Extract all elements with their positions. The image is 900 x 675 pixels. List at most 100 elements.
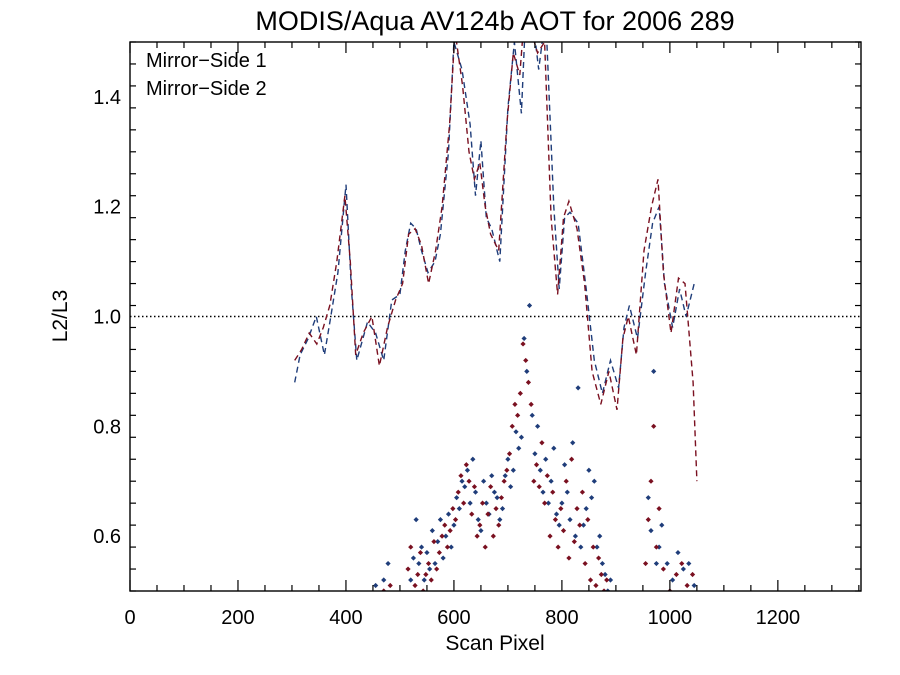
data-point-series-2 <box>412 582 418 589</box>
data-point-series-1 <box>416 560 422 567</box>
data-point-series-2 <box>648 478 654 484</box>
data-point-series-2 <box>512 401 518 407</box>
data-point-series-2 <box>408 544 414 550</box>
data-point-series-1 <box>656 544 662 550</box>
data-point-series-2 <box>563 478 569 484</box>
data-point-series-1 <box>437 517 444 523</box>
data-point-series-2 <box>596 555 602 561</box>
axis-ticks <box>129 41 861 592</box>
x-tick-labels: 0 200 400 600 800 1000 1200 <box>124 607 800 629</box>
data-point-series-1 <box>481 478 487 484</box>
data-point-series-1 <box>454 495 460 501</box>
data-point-series-1 <box>518 434 525 440</box>
data-point-series-1 <box>435 538 441 545</box>
data-point-series-1 <box>429 528 435 534</box>
data-point-series-1 <box>385 560 391 567</box>
data-point-series-1 <box>381 577 387 583</box>
data-point-series-1 <box>421 577 427 583</box>
data-point-series-1 <box>537 467 543 473</box>
y-axis-label: L2/L3 <box>49 290 72 343</box>
data-point-series-1 <box>669 577 676 583</box>
data-point-series-1 <box>462 484 468 490</box>
data-point-series-1 <box>535 423 541 429</box>
data-point-series-1 <box>459 478 465 484</box>
data-point-series-1 <box>691 582 697 589</box>
data-point-series-2 <box>501 478 507 484</box>
data-point-series-2 <box>434 566 440 572</box>
data-point-series-1 <box>424 549 430 556</box>
data-point-series-2 <box>428 577 434 583</box>
data-point-series-2 <box>544 473 550 479</box>
data-point-series-1 <box>578 544 584 550</box>
data-point-series-2 <box>533 462 540 468</box>
data-point-series-1 <box>470 456 476 462</box>
data-point-series-2 <box>653 544 659 550</box>
data-point-series-2 <box>474 533 480 539</box>
data-point-series-2 <box>550 489 556 495</box>
data-point-series-1 <box>597 533 603 539</box>
data-point-series-2 <box>660 566 667 572</box>
data-point-series-2 <box>496 522 502 528</box>
data-point-series-1 <box>524 368 530 374</box>
x-tick-label: 400 <box>329 607 362 629</box>
data-point-series-1 <box>686 560 692 567</box>
data-point-series-1 <box>675 549 681 556</box>
data-point-series-1 <box>664 560 670 567</box>
plot-area <box>130 42 861 591</box>
x-tick-label: 1200 <box>756 607 801 629</box>
data-point-series-2 <box>547 533 553 539</box>
data-point-series-2 <box>579 489 586 495</box>
data-point-series-2 <box>577 522 583 528</box>
data-point-series-1 <box>494 495 500 501</box>
data-point-series-1 <box>516 445 522 451</box>
y-tick-label: 0.8 <box>93 416 121 438</box>
data-point-series-2 <box>455 489 461 495</box>
data-point-series-2 <box>566 555 572 561</box>
data-point-series-2 <box>587 577 594 583</box>
data-point-series-2 <box>482 544 488 550</box>
data-point-series-2 <box>493 506 499 512</box>
data-point-series-1 <box>502 473 508 479</box>
data-point-series-1 <box>521 335 527 342</box>
data-point-series-1 <box>653 560 659 567</box>
data-point-series-1 <box>559 500 565 506</box>
data-point-series-1 <box>586 467 592 473</box>
data-point-series-2 <box>673 571 679 578</box>
data-point-series-1 <box>545 500 552 506</box>
data-point-series-2 <box>555 544 561 550</box>
y-tick-label: 1.4 <box>93 87 121 109</box>
data-point-series-2 <box>405 566 411 572</box>
data-point-series-2 <box>442 522 448 528</box>
data-point-series-2 <box>528 401 534 407</box>
data-point-series-1 <box>448 544 454 550</box>
data-point-series-2 <box>560 528 567 534</box>
data-point-series-1 <box>513 429 519 435</box>
data-point-series-1 <box>418 544 425 550</box>
data-point-series-1 <box>591 478 597 484</box>
data-point-series-1 <box>570 440 576 446</box>
x-tick-label: 200 <box>221 607 254 629</box>
data-point-series-2 <box>517 390 523 396</box>
data-point-series-1 <box>562 462 568 468</box>
data-point-series-1 <box>467 500 473 506</box>
data-point-series-2 <box>498 495 505 501</box>
y-tick-label: 1.0 <box>93 307 121 329</box>
data-point-series-1 <box>443 533 449 539</box>
data-point-series-2 <box>463 462 469 468</box>
data-point-series-1 <box>491 489 498 495</box>
data-point-series-2 <box>574 506 580 512</box>
data-point-series-2 <box>656 506 662 512</box>
data-point-series-1 <box>510 467 516 473</box>
data-point-series-2 <box>488 484 494 490</box>
data-point-series-2 <box>689 571 696 578</box>
data-point-series-2 <box>415 571 421 578</box>
data-point-series-1 <box>594 544 600 550</box>
chart-title: MODIS/Aqua AV124b AOT for 2006 289 <box>255 6 734 36</box>
x-tick-label: 0 <box>124 607 135 629</box>
data-point-series-2 <box>515 412 521 418</box>
data-point-series-1 <box>464 467 471 473</box>
data-point-series-1 <box>472 489 479 495</box>
data-point-series-1 <box>410 555 417 561</box>
plot-frame <box>129 41 862 592</box>
data-point-series-2 <box>590 544 596 550</box>
